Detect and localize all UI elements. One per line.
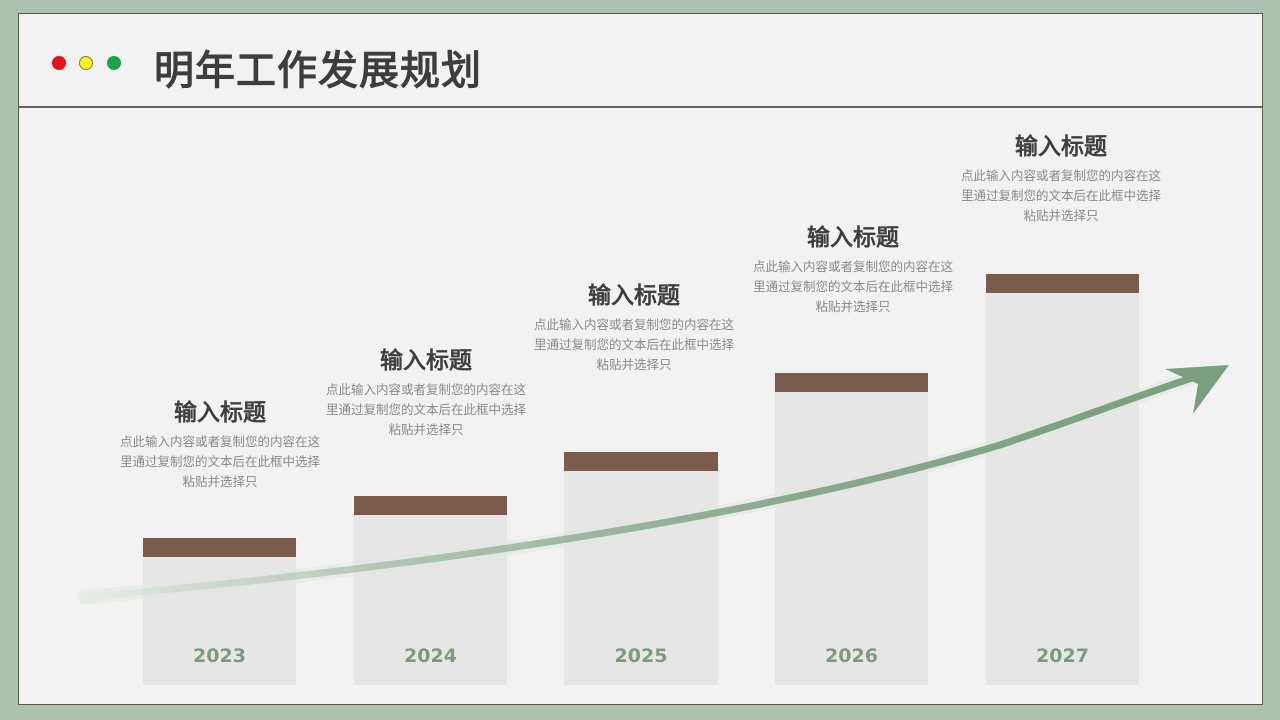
step-title[interactable]: 输入标题 bbox=[807, 225, 899, 251]
step-2023: 输入标题 点此输入内容或者复制您的内容在这里通过复制您的文本后在此框中选择粘贴并… bbox=[120, 398, 320, 492]
bar-2027: 2027 bbox=[986, 274, 1139, 685]
year-label: 2023 bbox=[193, 645, 246, 667]
page-title: 明年工作发展规划 bbox=[154, 48, 482, 94]
bar-cap bbox=[354, 496, 507, 515]
green-dot-icon bbox=[107, 56, 121, 70]
year-label: 2026 bbox=[825, 645, 878, 667]
red-dot-icon bbox=[52, 56, 66, 70]
bar-cap bbox=[775, 373, 928, 392]
year-label: 2024 bbox=[404, 645, 457, 667]
header-divider bbox=[19, 106, 1262, 108]
yellow-dot-icon bbox=[79, 56, 93, 70]
year-label: 2025 bbox=[614, 645, 668, 667]
step-title[interactable]: 输入标题 bbox=[380, 348, 472, 374]
bar-cap bbox=[986, 274, 1139, 293]
step-2024: 输入标题 点此输入内容或者复制您的内容在这里通过复制您的文本后在此框中选择粘贴并… bbox=[326, 346, 526, 440]
bar-2023: 2023 bbox=[143, 538, 296, 685]
bar-cap bbox=[143, 538, 296, 557]
step-description[interactable]: 点此输入内容或者复制您的内容在这里通过复制您的文本后在此框中选择粘贴并选择只 bbox=[961, 168, 1162, 223]
year-label: 2027 bbox=[1036, 645, 1089, 667]
bar-2025: 2025 bbox=[564, 452, 718, 685]
step-2026: 输入标题 点此输入内容或者复制您的内容在这里通过复制您的文本后在此框中选择粘贴并… bbox=[753, 223, 953, 317]
step-description[interactable]: 点此输入内容或者复制您的内容在这里通过复制您的文本后在此框中选择粘贴并选择只 bbox=[120, 434, 321, 489]
step-description[interactable]: 点此输入内容或者复制您的内容在这里通过复制您的文本后在此框中选择粘贴并选择只 bbox=[326, 382, 527, 437]
step-description[interactable]: 点此输入内容或者复制您的内容在这里通过复制您的文本后在此框中选择粘贴并选择只 bbox=[534, 317, 735, 372]
step-2027: 输入标题 点此输入内容或者复制您的内容在这里通过复制您的文本后在此框中选择粘贴并… bbox=[961, 132, 1161, 226]
step-2025: 输入标题 点此输入内容或者复制您的内容在这里通过复制您的文本后在此框中选择粘贴并… bbox=[534, 281, 734, 375]
step-title[interactable]: 输入标题 bbox=[588, 283, 680, 309]
bar-2024: 2024 bbox=[354, 496, 507, 685]
step-title[interactable]: 输入标题 bbox=[1015, 134, 1107, 160]
step-description[interactable]: 点此输入内容或者复制您的内容在这里通过复制您的文本后在此框中选择粘贴并选择只 bbox=[753, 259, 954, 314]
step-title[interactable]: 输入标题 bbox=[174, 400, 266, 426]
bar-2026: 2026 bbox=[775, 373, 928, 685]
bar-cap bbox=[564, 452, 718, 471]
